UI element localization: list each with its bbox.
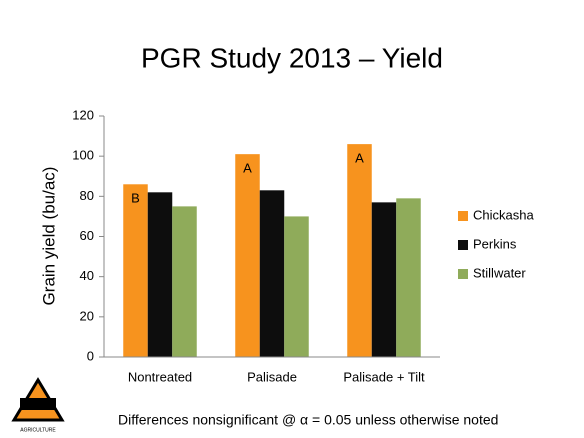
x-tick-label: Palisade — [247, 369, 297, 384]
bar — [347, 144, 372, 357]
bar-annotation: A — [243, 161, 252, 176]
bar — [284, 216, 309, 357]
logo-band — [20, 398, 56, 410]
y-tick-label: 40 — [80, 268, 94, 283]
legend-label: Stillwater — [473, 265, 526, 280]
bar — [172, 206, 197, 357]
bar-annotation: A — [355, 151, 364, 166]
footnote: Differences nonsignificant @ α = 0.05 un… — [118, 412, 498, 428]
legend-swatch — [458, 269, 468, 279]
bar — [147, 192, 173, 357]
bar — [371, 202, 397, 357]
y-axis-label: Grain yield (bu/ac) — [39, 167, 58, 306]
logo: AGRICULTURE — [11, 377, 65, 433]
chart-title: PGR Study 2013 – Yield — [141, 42, 443, 73]
y-tick-label: 80 — [80, 188, 94, 203]
bar-annotation: B — [131, 191, 140, 206]
y-tick-label: 60 — [80, 228, 94, 243]
legend-label: Perkins — [473, 236, 517, 251]
bar — [259, 190, 285, 357]
legend-swatch — [458, 240, 468, 250]
y-tick-label: 0 — [87, 348, 94, 363]
y-tick-label: 100 — [72, 148, 94, 163]
bar — [123, 184, 148, 357]
bar — [235, 154, 260, 357]
x-tick-label: Palisade + Tilt — [343, 369, 425, 384]
y-tick-label: 120 — [72, 107, 94, 122]
y-tick-label: 20 — [80, 308, 94, 323]
x-tick-label: Nontreated — [128, 369, 192, 384]
logo-text: AGRICULTURE — [20, 427, 56, 433]
legend-swatch — [458, 211, 468, 221]
legend-label: Chickasha — [473, 207, 534, 222]
bar — [396, 198, 421, 357]
